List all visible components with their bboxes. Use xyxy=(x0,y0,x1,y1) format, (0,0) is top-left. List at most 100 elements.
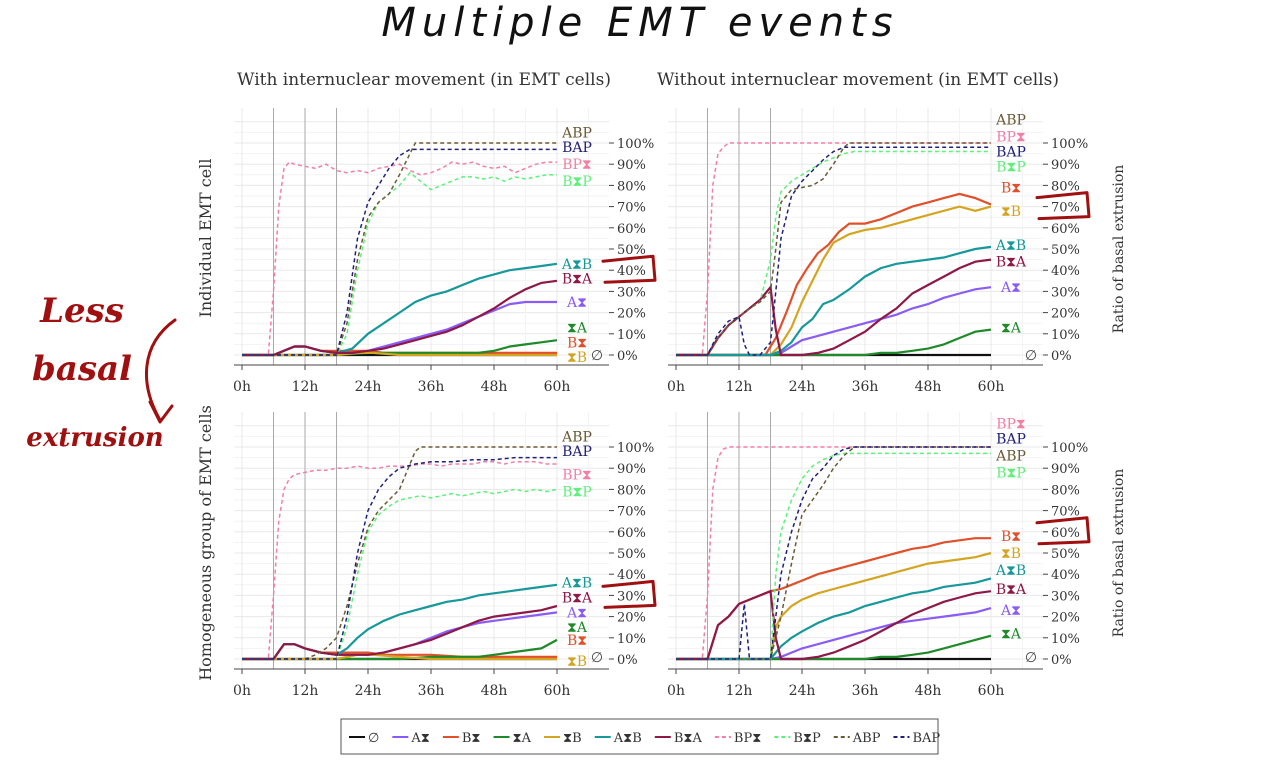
series-label: BAP xyxy=(996,144,1026,160)
series-line xyxy=(676,258,992,357)
y-tick-label: 70% xyxy=(617,201,646,216)
y-tick-label: 80% xyxy=(1051,179,1080,194)
right-axis-label-group: Ratio of basal extrusion xyxy=(1111,469,1127,638)
series-label: B⧗ xyxy=(567,633,587,649)
y-tick-label: 10% xyxy=(617,632,646,647)
y-tick-label: 60% xyxy=(617,526,646,541)
y-tick-label: 90% xyxy=(1051,462,1080,477)
series-label: BAP xyxy=(562,140,592,156)
column-title: Without internuclear movement (in EMT ce… xyxy=(657,70,1059,90)
y-tick-label: 60% xyxy=(1051,526,1080,541)
series-line xyxy=(676,142,991,356)
note-line: basal xyxy=(32,349,132,389)
legend-label: ⧗A xyxy=(513,731,532,746)
x-tick-label: 24h xyxy=(789,379,816,395)
series-label: BP⧗ xyxy=(562,468,592,484)
series-label: A⧗ xyxy=(1000,280,1021,296)
series-label: ABP xyxy=(561,125,592,141)
series-line xyxy=(242,161,557,356)
y-tick-label: 50% xyxy=(1051,243,1080,258)
y-tick-label: 30% xyxy=(617,285,646,300)
highlight-marker xyxy=(1035,516,1091,546)
plot-area xyxy=(668,412,1043,669)
series-label: ⧗B xyxy=(1001,204,1021,220)
series-label: B⧗A xyxy=(996,255,1027,271)
legend-label: ⧗B xyxy=(563,731,582,746)
series-label: A⧗ xyxy=(566,295,587,311)
series-line xyxy=(676,245,992,357)
y-tick-label: 40% xyxy=(1051,568,1080,583)
series-label: BP⧗ xyxy=(996,417,1026,433)
series-label: BAP xyxy=(996,432,1026,448)
y-tick-label: 40% xyxy=(617,264,646,279)
series-label: ABP xyxy=(995,113,1026,129)
legend-label: BP⧗ xyxy=(734,731,761,746)
plot-area xyxy=(234,412,609,669)
series-label: B⧗P xyxy=(562,485,592,501)
x-tick-label: 24h xyxy=(355,379,382,395)
series-line xyxy=(242,142,557,356)
x-tick-label: 12h xyxy=(726,683,753,699)
series-line xyxy=(676,146,991,356)
series-label: ⧗B xyxy=(567,350,587,366)
x-tick-label: 0h xyxy=(667,379,685,395)
y-tick-label: 70% xyxy=(1051,201,1080,216)
y-tick-label: 0% xyxy=(617,653,638,668)
row-title-group: Individual EMT cell xyxy=(196,159,215,318)
x-tick-label: 0h xyxy=(233,683,251,699)
y-tick-label: 70% xyxy=(617,505,646,520)
y-tick-label: 20% xyxy=(1051,307,1080,322)
row-title-group: Homogeneous group of EMT cells xyxy=(196,405,215,681)
series-line xyxy=(242,638,558,661)
series-label: B⧗A xyxy=(996,582,1027,598)
series-line xyxy=(242,148,557,356)
legend: ∅ A⧗ B⧗ ⧗A ⧗B A⧗B B⧗A BP⧗ B⧗P ABP BAP xyxy=(340,718,940,755)
series-label: B⧗P xyxy=(562,174,592,190)
row-title: Homogeneous group of EMT cells xyxy=(196,405,215,681)
series-label: B⧗ xyxy=(567,335,587,351)
series-label: A⧗B xyxy=(995,238,1026,254)
series-label: ⧗A xyxy=(1001,627,1022,643)
series-label: ∅ xyxy=(591,348,603,364)
series-line xyxy=(676,634,992,661)
series-label: B⧗ xyxy=(1001,529,1021,545)
series-label: ⧗A xyxy=(567,320,588,336)
x-tick-label: 36h xyxy=(418,379,445,395)
y-tick-label: 100% xyxy=(617,441,654,456)
y-tick-label: 80% xyxy=(617,483,646,498)
x-tick-label: 36h xyxy=(852,683,879,699)
y-tick-label: 20% xyxy=(617,611,646,626)
series-line xyxy=(242,279,558,357)
series-line xyxy=(676,205,992,357)
y-tick-label: 80% xyxy=(1051,483,1080,498)
page-title: Multiple EMT events xyxy=(381,0,899,46)
y-tick-label: 10% xyxy=(1051,632,1080,647)
legend-label: B⧗P xyxy=(793,731,821,746)
y-tick-label: 100% xyxy=(1051,137,1088,152)
series-label: ∅ xyxy=(1025,650,1037,666)
y-tick-label: 40% xyxy=(617,568,646,583)
y-tick-label: 90% xyxy=(617,462,646,477)
column-title: With internuclear movement (in EMT cells… xyxy=(237,70,611,90)
y-tick-label: 30% xyxy=(617,589,646,604)
note-arrowhead xyxy=(148,400,174,424)
series-label: B⧗P xyxy=(996,465,1026,481)
series-label: A⧗ xyxy=(1000,603,1021,619)
y-tick-label: 30% xyxy=(1051,285,1080,300)
series-label: ⧗A xyxy=(1001,320,1022,336)
x-tick-label: 12h xyxy=(292,379,319,395)
series-line xyxy=(676,577,992,661)
y-tick-label: 40% xyxy=(1051,264,1080,279)
series-label: A⧗B xyxy=(995,563,1026,579)
highlight-marker xyxy=(1035,191,1091,221)
y-tick-label: 0% xyxy=(617,349,638,364)
series-line xyxy=(676,192,992,357)
y-tick-label: 100% xyxy=(1051,441,1088,456)
chart-panel-top-right: 0h 12h 24h 36h 48h 60h 0% 10% 20% 30% 40% 50% 60% 70%… xyxy=(667,108,1088,395)
series-label: ABP xyxy=(561,429,592,445)
y-tick-label: 10% xyxy=(1051,328,1080,343)
series-label: ∅ xyxy=(591,650,603,666)
y-tick-label: 60% xyxy=(617,222,646,237)
y-tick-label: 10% xyxy=(617,328,646,343)
